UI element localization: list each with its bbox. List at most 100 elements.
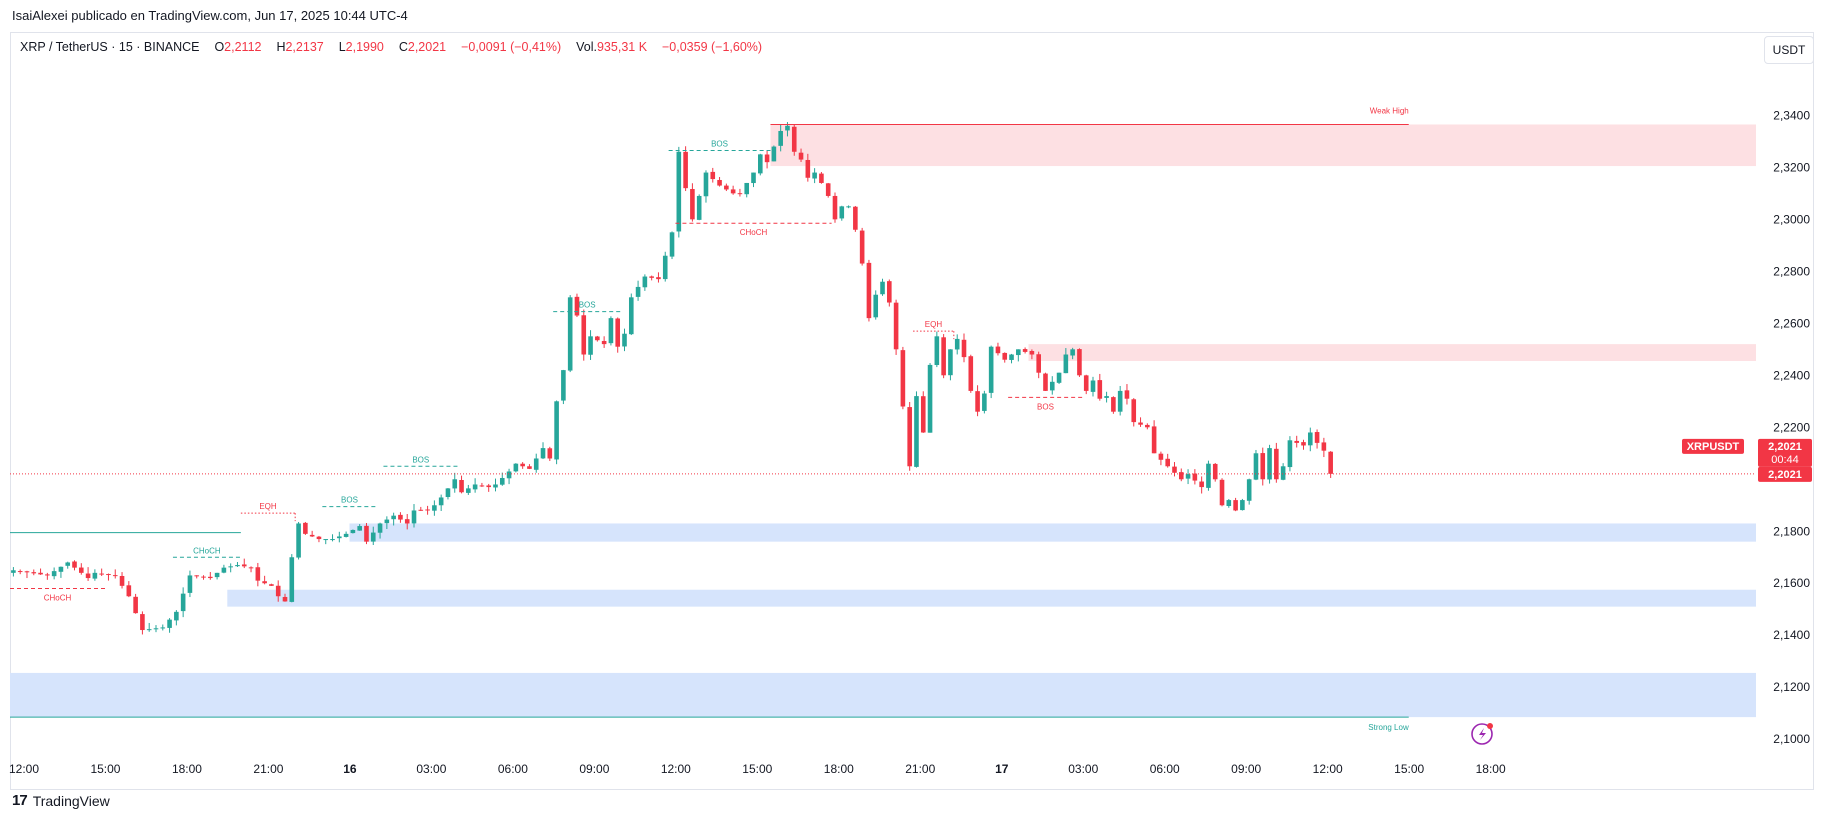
candle-body: [567, 297, 573, 371]
candle-body: [1199, 481, 1204, 488]
candle-body: [1287, 440, 1293, 468]
x-tick-label: 15:00: [1394, 762, 1424, 776]
candle-body: [160, 627, 166, 629]
candle-body: [995, 346, 1001, 354]
candle-body: [873, 294, 879, 318]
candle-body: [737, 193, 743, 195]
candle-body: [241, 564, 247, 567]
symbol-name[interactable]: XRP / TetherUS · 15 · BINANCE: [20, 40, 200, 54]
candle-body: [343, 533, 349, 537]
candle-body: [384, 519, 390, 524]
candle-body: [1253, 453, 1259, 480]
candle-body: [350, 529, 356, 534]
candle-body: [106, 574, 111, 576]
candle-body: [839, 206, 845, 219]
candle-body: [615, 318, 621, 347]
lightning-icon: [1471, 723, 1493, 745]
candle-body: [85, 573, 91, 579]
x-tick-label: 06:00: [1150, 762, 1180, 776]
tradingview-logo-text: TradingView: [32, 792, 110, 809]
price-tag-bg: [1758, 438, 1812, 467]
candle-body: [751, 172, 756, 184]
demand-zone-3: [227, 589, 1756, 607]
candle-body: [948, 349, 953, 376]
level-label: Weak High: [1370, 106, 1409, 115]
candle-body: [778, 130, 783, 146]
y-tick-label: 2,2600: [1773, 316, 1810, 330]
currency-unit-button[interactable]: USDT: [1764, 36, 1814, 64]
candle-body: [1246, 479, 1252, 501]
x-tick-label: 03:00: [1068, 762, 1098, 776]
candle-body: [364, 525, 369, 542]
candle-body: [1307, 432, 1313, 446]
x-tick-label: 06:00: [498, 762, 528, 776]
candle-body: [1063, 354, 1069, 374]
candle-body: [140, 614, 145, 631]
candle-body: [479, 485, 485, 487]
candle-body: [282, 596, 288, 602]
candle-body: [425, 509, 430, 511]
candle-body: [832, 195, 838, 220]
candle-body: [1097, 380, 1103, 399]
candle-body: [337, 536, 342, 539]
candle-body: [887, 281, 892, 303]
volume-change: −0,0359 (−1,60%): [662, 40, 763, 54]
candle-body: [1036, 354, 1041, 373]
candle-body: [758, 154, 763, 174]
candle-body: [1192, 473, 1198, 481]
y-tick-label: 2,1800: [1773, 524, 1810, 538]
volume-label: Vol.: [576, 40, 597, 54]
structure-label: BOS: [341, 496, 358, 505]
levels-layer: [10, 123, 1409, 718]
candle-body: [513, 463, 519, 472]
candle-body: [1294, 440, 1300, 443]
candle-body: [690, 189, 695, 220]
candle-body: [642, 276, 648, 288]
candle-body: [1002, 352, 1008, 360]
x-tick-label: 18:00: [1476, 762, 1506, 776]
y-tick-label: 2,3400: [1773, 108, 1810, 122]
x-tick-label: 12:00: [1313, 762, 1343, 776]
candle-body: [561, 370, 566, 401]
x-tick-label: 12:00: [9, 762, 39, 776]
candle-body: [119, 576, 125, 586]
candle-body: [506, 471, 512, 479]
candle-body: [859, 230, 865, 264]
candle-body: [486, 485, 491, 488]
candle-body: [221, 567, 227, 573]
candle-body: [452, 479, 458, 489]
candle-body: [968, 356, 974, 391]
y-tick-label: 2,1000: [1773, 732, 1810, 746]
candle-body: [391, 515, 396, 520]
candle-body: [72, 561, 77, 568]
candle-body: [45, 574, 50, 576]
candle-body: [846, 206, 851, 208]
x-tick-label: 15:00: [742, 762, 772, 776]
candle-body: [724, 185, 729, 190]
candle-body: [764, 154, 770, 163]
candle-body: [316, 536, 322, 540]
candle-body: [1280, 466, 1286, 480]
candle-body: [683, 151, 688, 189]
candle-body: [554, 401, 559, 460]
tradingview-logo[interactable]: 17 TradingView: [12, 792, 110, 809]
structure-label: BOS: [412, 455, 429, 464]
candle-body: [146, 629, 152, 631]
tradingview-logo-icon: 17: [12, 792, 28, 809]
x-tick-label: 12:00: [661, 762, 691, 776]
y-tick-label: 2,3000: [1773, 212, 1810, 226]
candle-body: [1260, 453, 1266, 480]
candle-body: [432, 505, 437, 511]
candle-body: [187, 575, 193, 593]
candle-body: [717, 179, 722, 186]
price-tag2-bg: [1758, 466, 1812, 482]
chart-frame: [10, 32, 1814, 790]
candle-body: [1016, 349, 1021, 356]
candle-body: [438, 497, 444, 506]
candle-body: [370, 532, 376, 542]
candle-body: [201, 576, 206, 578]
candle-body: [703, 172, 709, 197]
candle-body: [805, 159, 811, 178]
x-tick-label: 09:00: [579, 762, 609, 776]
